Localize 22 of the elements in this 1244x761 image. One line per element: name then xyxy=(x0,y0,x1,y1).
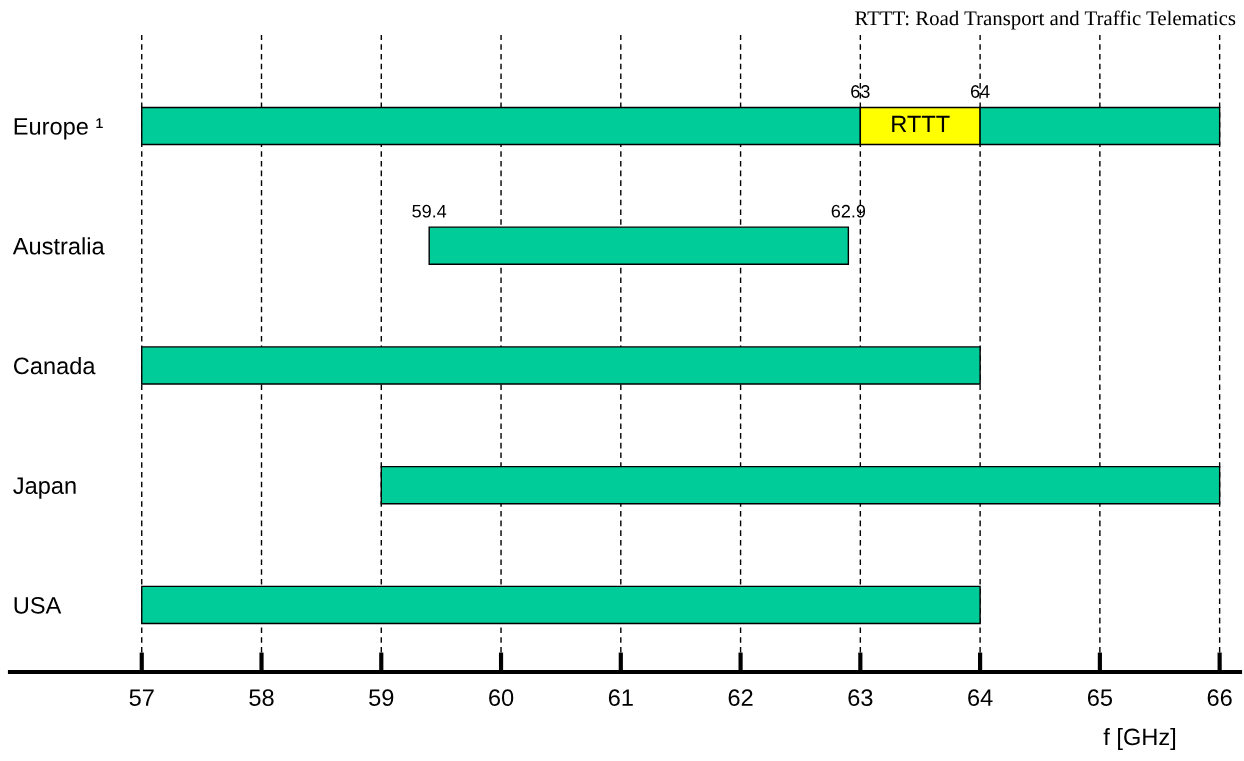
y-tick-label: Japan xyxy=(13,477,76,499)
annotation: 62.9 xyxy=(831,204,866,218)
x-tick-label: 64 xyxy=(968,689,993,707)
x-tick-label: 61 xyxy=(608,689,633,707)
data-label: RTTT xyxy=(892,115,950,133)
y-tick-label: Australia xyxy=(12,237,105,255)
x-tick-label: 63 xyxy=(848,689,873,707)
y-tick-label: Europe ¹ xyxy=(14,118,103,140)
chart-title: RTTT: Road Transport and Traffic Telematics xyxy=(855,10,1236,30)
annotation: 63 xyxy=(851,85,870,98)
x-axis-title: f [GHz] xyxy=(1103,728,1176,751)
x-tick-label: 59 xyxy=(369,689,394,707)
x-tick-label: 66 xyxy=(1207,689,1232,707)
annotation: 59.4 xyxy=(412,204,447,218)
y-tick-label: USA xyxy=(14,597,62,614)
x-tick-label: 60 xyxy=(489,689,514,707)
x-tick-label: 65 xyxy=(1087,689,1113,707)
x-tick-label: 57 xyxy=(129,689,154,707)
annotation: 64 xyxy=(970,85,990,98)
x-tick-label: 58 xyxy=(249,689,274,707)
x-tick-label: 62 xyxy=(728,689,753,707)
y-tick-label: Canada xyxy=(13,356,96,375)
